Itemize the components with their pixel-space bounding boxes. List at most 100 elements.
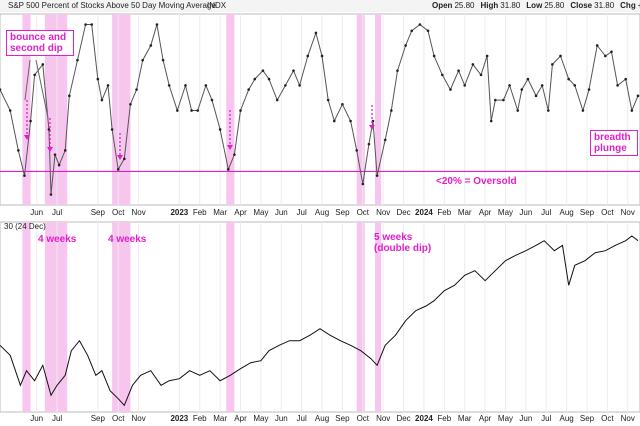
panel-title: 30 (24 Dec) [4,222,46,231]
data-point [375,174,379,177]
x-tick-label: Jul [297,414,307,423]
data-point [33,73,36,77]
data-line [0,235,639,407]
x-tick-label: Jun [519,208,532,217]
data-point [581,109,585,112]
data-point [396,69,399,72]
data-point [479,73,483,77]
x-tick-label: Dec [396,414,410,423]
x-tick-label: Oct [601,208,614,217]
highlight-band [22,222,31,412]
data-point [551,63,554,66]
data-point [96,77,100,81]
stat-value: 25.80 [454,1,475,10]
x-tick-label: 2024 [415,208,433,217]
data-point [53,153,57,156]
data-point [636,94,640,98]
data-point [540,84,544,87]
x-tick-label: Jun [519,414,532,423]
data-point [489,119,493,123]
x-tick-label: May [253,414,268,423]
x-tick-label: Mar [213,414,227,423]
data-point [349,119,352,123]
data-point [196,109,200,112]
data-point [184,84,187,87]
source: INDX [207,1,227,10]
data-point [355,149,358,152]
x-tick-label: May [498,208,513,217]
stat-value: 25.80 [544,1,565,10]
data-point [546,109,550,112]
data-point [332,119,336,123]
x-tick-label: Jul [541,414,551,423]
x-tick-label: Nov [621,208,635,217]
data-point [233,153,236,156]
x-tick-label: Mar [213,208,227,217]
data-point [559,54,562,58]
arrow-head [227,145,233,150]
data-point [418,23,422,26]
annotation: breadth plunge [590,130,638,156]
data-point [76,58,79,62]
data-point [63,149,67,152]
data-point [595,44,599,47]
data-point [630,109,634,112]
x-tick-label: Nov [621,414,635,423]
x-tick-label: Dec [396,208,410,217]
data-point [587,88,591,91]
annotation: bounce and second dip [6,30,74,56]
highlight-band [356,14,365,205]
x-tick-label: Sep [91,208,106,217]
x-tick-label: Nov [131,414,145,423]
data-point [449,88,452,91]
data-point [100,98,104,102]
data-point [493,98,497,102]
data-point [573,84,577,87]
x-tick-label: Sep [335,208,350,217]
data-point [218,128,222,131]
data-point [161,58,165,62]
data-point [247,88,250,91]
stat-label: Close [570,1,592,10]
x-tick-label: Jul [297,208,307,217]
data-point [292,69,295,72]
x-tick-label: Feb [437,208,451,217]
x-tick-label: Jun [30,414,43,423]
x-tick-label: Apr [479,208,492,217]
data-point [49,193,53,196]
data-point [253,77,257,81]
data-point [84,23,87,26]
data-point [239,109,242,112]
x-tick-label: Jun [30,208,43,217]
data-point [604,54,607,58]
data-point [284,84,287,87]
x-tick-label: Oct [112,208,125,217]
data-point [210,98,214,102]
x-tick-label: Aug [315,208,329,217]
x-tick-label: Nov [376,208,390,217]
arrow-head [24,135,30,140]
x-tick-label: Feb [437,414,451,423]
data-point [502,98,505,102]
stat-value: 31.80 [594,1,615,10]
data-point [516,109,520,112]
data-point [463,84,467,87]
x-tick-label: Apr [234,414,247,423]
data-point [57,163,61,167]
highlight-band [356,222,365,412]
data-point [261,69,265,72]
data-point [275,98,279,102]
x-tick-label: Mar [458,208,472,217]
highlight-band [226,222,235,412]
x-tick-label: Nov [376,414,390,423]
stat-value: 31.80 [500,1,521,10]
data-point [8,109,12,112]
x-tick-label: May [253,208,268,217]
arrow-head [47,147,53,152]
data-point [526,77,530,81]
stat-label: Chg [620,1,636,10]
x-tick-label: Apr [234,208,247,217]
data-point [471,63,475,66]
annotation: 5 weeks (double dip) [374,232,432,254]
